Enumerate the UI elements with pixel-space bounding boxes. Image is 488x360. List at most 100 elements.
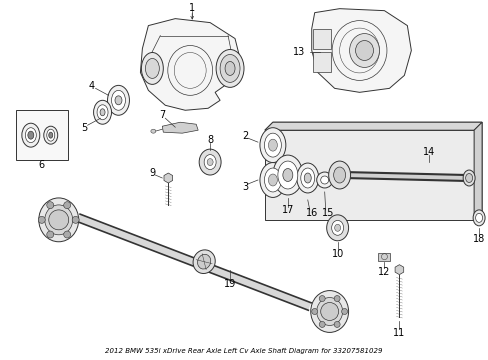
Ellipse shape	[207, 159, 213, 166]
Polygon shape	[162, 122, 198, 133]
Ellipse shape	[331, 220, 343, 235]
Ellipse shape	[475, 213, 482, 222]
Ellipse shape	[28, 131, 34, 139]
Ellipse shape	[111, 90, 125, 110]
Ellipse shape	[203, 154, 216, 170]
Ellipse shape	[264, 168, 281, 192]
Ellipse shape	[47, 129, 55, 141]
Circle shape	[333, 321, 340, 327]
Circle shape	[333, 296, 340, 302]
Circle shape	[319, 296, 325, 302]
Ellipse shape	[272, 155, 302, 195]
Text: 1: 1	[189, 3, 195, 13]
Ellipse shape	[216, 50, 244, 87]
Circle shape	[47, 202, 54, 209]
Ellipse shape	[193, 250, 215, 274]
Ellipse shape	[100, 109, 105, 116]
Ellipse shape	[282, 168, 292, 181]
Ellipse shape	[334, 224, 340, 231]
Circle shape	[38, 216, 45, 223]
Ellipse shape	[326, 215, 348, 241]
Circle shape	[49, 210, 68, 230]
Polygon shape	[311, 9, 410, 92]
Ellipse shape	[107, 85, 129, 115]
Ellipse shape	[260, 128, 285, 163]
Text: 5: 5	[81, 123, 87, 133]
Ellipse shape	[355, 41, 373, 60]
Text: 13: 13	[292, 48, 304, 58]
Text: 16: 16	[305, 208, 317, 218]
Ellipse shape	[93, 100, 111, 124]
Circle shape	[311, 309, 317, 315]
Ellipse shape	[300, 168, 314, 188]
Text: 2012 BMW 535i xDrive Rear Axle Left Cv Axle Shaft Diagram for 33207581029: 2012 BMW 535i xDrive Rear Axle Left Cv A…	[105, 348, 382, 354]
Ellipse shape	[44, 126, 58, 144]
Text: 15: 15	[321, 208, 333, 218]
Ellipse shape	[472, 210, 484, 226]
Text: 18: 18	[472, 234, 484, 244]
Ellipse shape	[333, 167, 345, 183]
Text: 17: 17	[281, 205, 293, 215]
Text: 12: 12	[378, 267, 390, 276]
Bar	[378, 253, 389, 261]
Text: 6: 6	[39, 160, 45, 170]
Ellipse shape	[462, 170, 474, 186]
Ellipse shape	[349, 33, 379, 67]
Circle shape	[341, 309, 347, 315]
Text: 3: 3	[242, 182, 247, 192]
Ellipse shape	[260, 163, 285, 197]
Ellipse shape	[151, 129, 156, 133]
Ellipse shape	[97, 105, 108, 120]
Ellipse shape	[277, 161, 297, 189]
Ellipse shape	[39, 198, 79, 242]
Bar	[312, 53, 330, 72]
Circle shape	[63, 231, 71, 238]
Ellipse shape	[45, 205, 73, 235]
Ellipse shape	[197, 254, 210, 269]
Ellipse shape	[220, 54, 240, 82]
Polygon shape	[344, 172, 466, 181]
Polygon shape	[473, 122, 481, 220]
Text: 4: 4	[88, 81, 95, 91]
Circle shape	[320, 176, 328, 184]
Ellipse shape	[268, 139, 277, 151]
Text: 8: 8	[206, 135, 213, 145]
Text: 9: 9	[149, 168, 155, 178]
Ellipse shape	[199, 149, 221, 175]
Circle shape	[63, 202, 71, 209]
Circle shape	[47, 231, 54, 238]
Circle shape	[319, 321, 325, 327]
Ellipse shape	[145, 58, 159, 78]
Ellipse shape	[296, 163, 318, 193]
Text: 19: 19	[224, 279, 236, 289]
Polygon shape	[140, 19, 240, 110]
Polygon shape	[264, 122, 481, 220]
Polygon shape	[264, 122, 481, 130]
Ellipse shape	[264, 133, 281, 157]
Ellipse shape	[268, 174, 277, 186]
Ellipse shape	[115, 96, 122, 105]
Circle shape	[316, 172, 332, 188]
Text: 2: 2	[242, 131, 247, 141]
Ellipse shape	[328, 161, 350, 189]
Ellipse shape	[224, 62, 235, 75]
Polygon shape	[394, 265, 403, 275]
Ellipse shape	[22, 123, 40, 147]
Bar	[16, 110, 67, 160]
Text: 7: 7	[159, 110, 165, 120]
Bar	[264, 130, 473, 220]
Polygon shape	[163, 173, 172, 183]
Text: 11: 11	[392, 328, 405, 338]
Ellipse shape	[465, 174, 471, 183]
Text: 14: 14	[422, 147, 434, 157]
Ellipse shape	[304, 173, 310, 183]
Ellipse shape	[25, 128, 36, 143]
Circle shape	[72, 216, 79, 223]
Text: 10: 10	[331, 249, 343, 259]
Circle shape	[320, 302, 338, 320]
Ellipse shape	[310, 291, 348, 332]
Bar	[312, 28, 330, 49]
Ellipse shape	[316, 298, 342, 325]
Ellipse shape	[141, 53, 163, 84]
Polygon shape	[77, 214, 310, 310]
